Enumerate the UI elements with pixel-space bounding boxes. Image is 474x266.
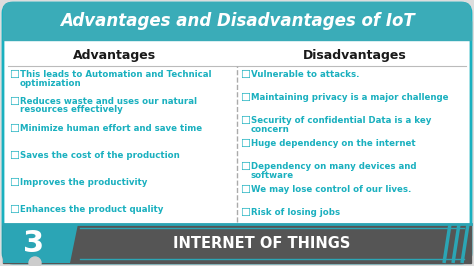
Text: ☐: ☐ xyxy=(240,116,250,126)
Text: Advantages and Disadvantages of IoT: Advantages and Disadvantages of IoT xyxy=(60,12,414,30)
Text: ☐: ☐ xyxy=(240,162,250,172)
Text: Improves the productivity: Improves the productivity xyxy=(20,178,147,187)
Text: software: software xyxy=(251,171,294,180)
FancyBboxPatch shape xyxy=(3,2,471,40)
Polygon shape xyxy=(3,224,78,263)
Text: Saves the cost of the production: Saves the cost of the production xyxy=(20,151,180,160)
Text: optimization: optimization xyxy=(20,78,82,88)
Text: Huge dependency on the internet: Huge dependency on the internet xyxy=(251,139,416,148)
Text: Risk of losing jobs: Risk of losing jobs xyxy=(251,208,340,217)
Text: ☐: ☐ xyxy=(9,151,19,161)
Text: concern: concern xyxy=(251,124,290,134)
Text: Advantages: Advantages xyxy=(73,48,156,61)
FancyBboxPatch shape xyxy=(3,3,471,263)
Text: ☐: ☐ xyxy=(240,208,250,218)
Text: Security of confidential Data is a key: Security of confidential Data is a key xyxy=(251,116,431,125)
Text: INTERNET OF THINGS: INTERNET OF THINGS xyxy=(173,236,351,251)
Text: Reduces waste and uses our natural: Reduces waste and uses our natural xyxy=(20,97,197,106)
Text: ☐: ☐ xyxy=(9,70,19,80)
Text: Maintaining privacy is a major challenge: Maintaining privacy is a major challenge xyxy=(251,93,448,102)
Text: 3: 3 xyxy=(23,229,45,258)
Text: ☐: ☐ xyxy=(240,93,250,103)
Text: This leads to Automation and Technical: This leads to Automation and Technical xyxy=(20,70,211,79)
Text: Vulnerable to attacks.: Vulnerable to attacks. xyxy=(251,70,359,79)
Text: ☐: ☐ xyxy=(240,185,250,195)
Text: ☐: ☐ xyxy=(240,70,250,80)
Text: We may lose control of our lives.: We may lose control of our lives. xyxy=(251,185,411,194)
Bar xyxy=(3,21,471,40)
Text: Disadvantages: Disadvantages xyxy=(303,48,407,61)
Text: ☐: ☐ xyxy=(9,97,19,107)
Text: resources effectively: resources effectively xyxy=(20,106,123,114)
Circle shape xyxy=(29,257,41,266)
Text: Dependency on many devices and: Dependency on many devices and xyxy=(251,162,417,171)
Text: ☐: ☐ xyxy=(9,178,19,188)
Bar xyxy=(3,224,471,263)
Text: ☐: ☐ xyxy=(240,139,250,149)
Text: Minimize human effort and save time: Minimize human effort and save time xyxy=(20,124,202,133)
Text: ☐: ☐ xyxy=(9,124,19,134)
Text: ☐: ☐ xyxy=(9,205,19,215)
Text: Enhances the product quality: Enhances the product quality xyxy=(20,205,164,214)
